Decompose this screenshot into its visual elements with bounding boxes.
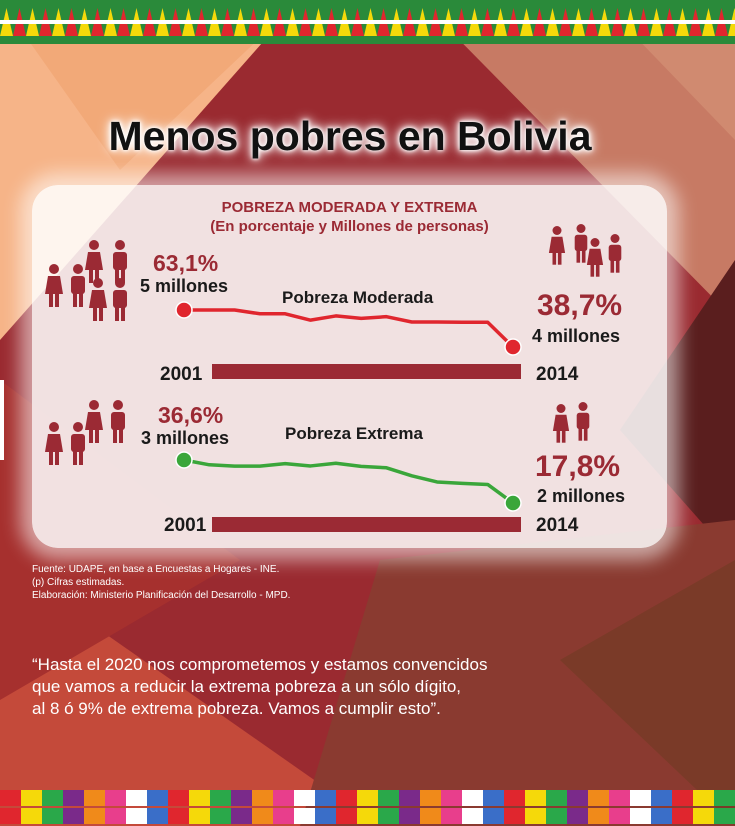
moderada-start-point [175,301,193,319]
people-group-icon-moderada-2014 [548,224,622,277]
moderada-axis-bar [212,364,521,379]
source-note: Fuente: UDAPE, en base a Encuestas a Hog… [32,563,290,602]
source-line-1: Fuente: UDAPE, en base a Encuestas a Hog… [32,564,280,575]
extrema-start-pct: 36,6% [158,402,224,428]
extrema-axis-bar [212,517,521,532]
extrema-start-point [175,451,193,469]
extrema-end-people: 2 millones [537,486,626,506]
moderada-series-label: Pobreza Moderada [282,288,434,307]
woman-icon [45,264,63,307]
woman-icon [45,422,63,465]
source-line-2: (p) Cifras estimadas. [32,577,125,588]
woman-icon [548,226,566,265]
man-icon [608,234,622,273]
extrema-end-point [504,494,522,512]
man-icon [71,422,85,465]
bottom-pattern-band [0,790,735,824]
people-group-icon-moderada-2001 [45,240,127,321]
people-group-icon-extrema-2001 [45,400,125,465]
woman-icon [552,404,570,443]
moderada-start-pct: 63,1% [153,250,219,276]
quote-line-1: “Hasta el 2020 nos comprometemos y estam… [32,655,488,674]
extrema-year-end: 2014 [536,515,579,536]
extrema-series-label: Pobreza Extrema [285,424,423,443]
woman-icon [89,278,107,321]
quote: “Hasta el 2020 nos comprometemos y estam… [32,654,487,720]
quote-line-3: al 8 ó 9% de extrema pobreza. Vamos a cu… [32,699,441,718]
woman-icon [85,240,103,283]
extrema-series-line [183,458,515,505]
woman-icon [586,238,604,277]
moderada-start-people: 5 millones [140,276,229,296]
moderada-year-start: 2001 [160,364,203,385]
people-group-icon-extrema-2014 [552,402,590,443]
extrema-start-people: 3 millones [141,428,230,448]
man-icon [113,278,127,321]
quote-line-2: que vamos a reducir la extrema pobreza a… [32,677,462,696]
man-icon [111,400,125,443]
man-icon [71,264,85,307]
man-icon [574,224,588,263]
panel-title: POBREZA MODERADA Y EXTREMA [221,199,478,216]
moderada-end-pct: 38,7% [537,289,623,322]
man-icon [576,402,590,441]
moderada-series-line [184,308,515,349]
page-title: Menos pobres en Bolivia [108,113,592,159]
top-pattern-band [0,0,735,44]
woman-icon [85,400,103,443]
moderada-end-people: 4 millones [532,326,621,346]
source-line-3: Elaboración: Ministerio Planificación de… [32,590,291,601]
moderada-end-point [504,338,522,356]
man-icon [113,240,127,283]
extrema-year-start: 2001 [164,515,207,536]
panel-subtitle: (En porcentaje y Millones de personas) [210,218,489,235]
extrema-end-pct: 17,8% [535,450,621,483]
moderada-year-end: 2014 [536,364,579,385]
